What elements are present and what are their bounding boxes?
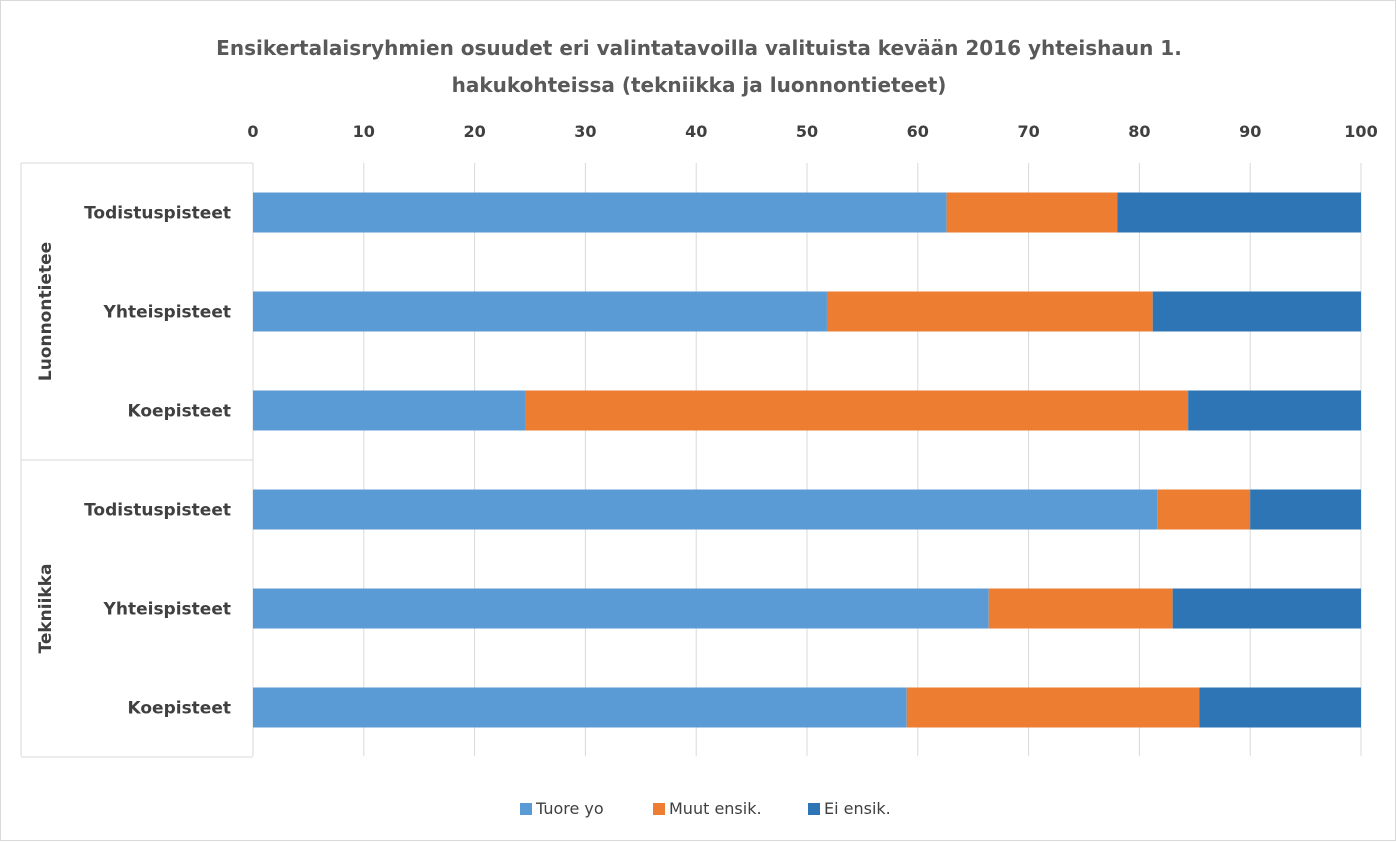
bar-segment [525, 390, 1189, 431]
bar-segment [988, 588, 1173, 629]
x-tick-label: 90 [1239, 122, 1261, 141]
bar-segment [1152, 291, 1361, 332]
bar-segment [253, 588, 989, 629]
x-tick-label: 70 [1017, 122, 1039, 141]
x-tick-label: 0 [247, 122, 258, 141]
bar-segment [1172, 588, 1361, 629]
bar-segment [253, 687, 907, 728]
bar-segment [253, 192, 947, 233]
chart-title-line-2: hakukohteissa (tekniikka ja luonnontiete… [452, 73, 947, 97]
legend: Tuore yo Muut ensik. Ei ensik. [520, 799, 891, 818]
group-labels: Luonnontietee Tekniikka [36, 242, 56, 654]
category-label: Todistuspisteet [84, 501, 231, 521]
x-tick-label: 80 [1128, 122, 1150, 141]
category-label: Todistuspisteet [84, 204, 231, 224]
chart-title-line-1: Ensikertalaisryhmien osuudet eri valinta… [216, 36, 1182, 60]
gridlines [252, 163, 1362, 756]
bars [253, 192, 1361, 728]
legend-label: Ei ensik. [824, 799, 891, 818]
x-tick-label: 60 [907, 122, 929, 141]
bar-segment [826, 291, 1153, 332]
legend-label: Tuore yo [535, 799, 604, 818]
bar-segment [1250, 489, 1361, 530]
x-tick-label: 100 [1344, 122, 1377, 141]
legend-swatch [808, 803, 820, 815]
bar-segment [253, 390, 526, 431]
bar-segment [253, 291, 827, 332]
bar-segment [1188, 390, 1361, 431]
group-label: Luonnontietee [36, 242, 56, 381]
chart-title: Ensikertalaisryhmien osuudet eri valinta… [216, 36, 1182, 97]
x-tick-label: 20 [463, 122, 485, 141]
category-label: Yhteispisteet [103, 600, 231, 620]
bar-segment [253, 489, 1158, 530]
bar-segment [946, 192, 1118, 233]
bar-segment [1117, 192, 1361, 233]
category-axis-frame [20, 162, 254, 758]
x-axis-tick-labels: 0 10 20 30 40 50 60 70 80 90 100 [247, 122, 1377, 141]
x-tick-label: 10 [353, 122, 375, 141]
category-label: Koepisteet [127, 402, 231, 422]
category-label: Yhteispisteet [103, 303, 231, 323]
x-tick-label: 40 [685, 122, 707, 141]
bar-segment [1199, 687, 1361, 728]
bar-segment [1157, 489, 1251, 530]
bar-segment [906, 687, 1200, 728]
legend-swatch [520, 803, 532, 815]
legend-swatch [653, 803, 665, 815]
category-label: Koepisteet [127, 699, 231, 719]
x-tick-label: 30 [574, 122, 596, 141]
group-label: Tekniikka [36, 563, 56, 653]
x-tick-label: 50 [796, 122, 818, 141]
category-labels: Todistuspisteet Yhteispisteet Koepisteet To… [84, 204, 231, 719]
legend-label: Muut ensik. [669, 799, 762, 818]
